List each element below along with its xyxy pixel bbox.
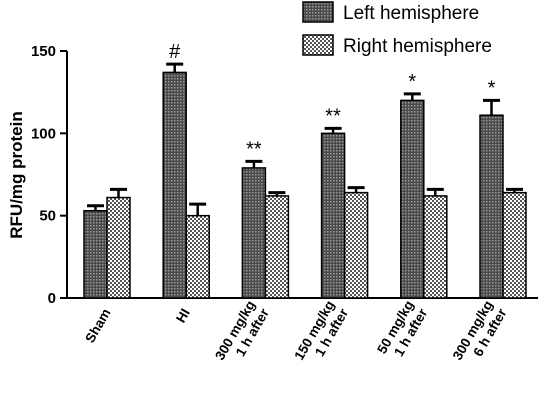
legend-swatch-right <box>302 34 334 56</box>
x-tick-label: Sham <box>82 306 113 345</box>
y-axis-title: RFU/mg protein <box>7 111 26 239</box>
legend: Left hemisphere Right hemisphere <box>302 1 492 57</box>
y-ticks: 0 50 100 150 <box>31 43 67 307</box>
y-tick-label: 50 <box>39 208 56 225</box>
x-tick-label: 300 mg/kg1 h after <box>212 298 272 363</box>
bar-right-hemisphere <box>185 214 210 299</box>
bar-left-hemisphere <box>162 71 187 299</box>
bar-right-hemisphere <box>264 195 290 299</box>
bar-right-hemisphere <box>343 191 369 299</box>
y-tick-label: 0 <box>48 290 56 307</box>
legend-item-right: Right hemisphere <box>302 34 492 57</box>
legend-item-left: Left hemisphere <box>302 1 479 24</box>
significance-annotation: * <box>408 71 416 93</box>
bar-left-hemisphere <box>400 99 425 299</box>
x-tick-labels: Sham HI 300 mg/kg1 h after 150 mg/kg1 h aft… <box>82 298 510 363</box>
x-tick-label: 150 mg/kg1 h after <box>291 298 351 363</box>
legend-swatch-left <box>302 1 334 23</box>
bar-right-hemisphere <box>423 195 448 299</box>
bar-right-hemisphere <box>106 196 131 299</box>
significance-annotation: ** <box>325 105 341 127</box>
y-tick-label: 100 <box>31 125 56 142</box>
x-tick-label: HI <box>173 306 193 325</box>
bar-left-hemisphere <box>479 114 504 299</box>
y-tick-label: 150 <box>31 43 56 60</box>
bars: #***** * <box>83 41 527 299</box>
x-tick-label-line: HI <box>173 306 193 325</box>
x-tick-label-line: Sham <box>82 306 113 345</box>
bar-left-hemisphere <box>320 132 346 299</box>
significance-annotation: # <box>169 41 181 63</box>
bar-left-hemisphere <box>241 167 267 299</box>
significance-annotation: ** <box>246 138 262 160</box>
bar-left-hemisphere <box>83 209 108 299</box>
legend-label-right: Right hemisphere <box>343 36 492 57</box>
bar-right-hemisphere <box>502 191 527 299</box>
legend-label-left: Left hemisphere <box>343 3 479 24</box>
x-tick-label: 50 mg/kg1 h after <box>374 298 430 359</box>
significance-annotation: * <box>488 77 496 99</box>
x-tick-label: 300 mg/kg6 h after <box>450 298 510 363</box>
